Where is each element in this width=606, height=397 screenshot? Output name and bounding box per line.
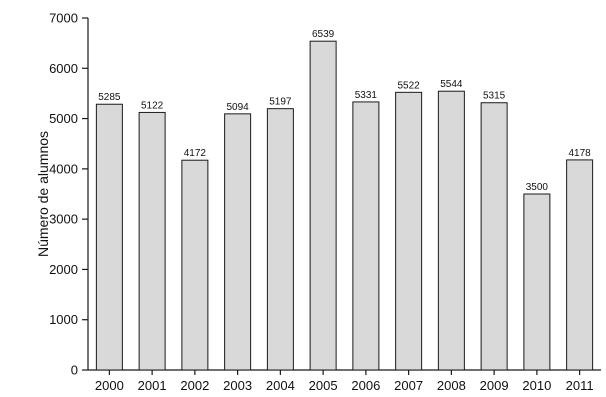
data-label-2002: 4172 <box>184 148 207 159</box>
bar-2009 <box>480 102 508 371</box>
y-tick-label: 2000 <box>49 262 78 277</box>
x-tick-label-2007: 2007 <box>394 378 423 393</box>
x-tick-label-2001: 2001 <box>138 378 167 393</box>
bar-2011 <box>566 159 594 371</box>
x-tick-label-2004: 2004 <box>266 378 295 393</box>
y-tick-label: 4000 <box>49 161 78 176</box>
x-tick-label-2000: 2000 <box>95 378 124 393</box>
data-labels: 5285 5122 4172 5094 5197 6539 5331 5522 5544 5315… <box>98 29 591 193</box>
bar-2000 <box>95 103 123 371</box>
data-label-2010: 3500 <box>526 182 549 193</box>
data-label-2007: 5522 <box>398 80 421 91</box>
data-label-2011: 4178 <box>569 148 592 159</box>
bar-2008 <box>437 90 465 371</box>
x-tick-label-2009: 2009 <box>480 378 509 393</box>
x-tick-label-2002: 2002 <box>180 378 209 393</box>
data-label-2003: 5094 <box>227 102 250 113</box>
bar-2003 <box>224 113 252 371</box>
data-label-2009: 5315 <box>483 91 506 102</box>
bar-2006 <box>352 101 380 371</box>
y-tick-label: 1000 <box>49 312 78 327</box>
bar-2007 <box>395 91 423 371</box>
y-tick-label: 3000 <box>49 212 78 227</box>
x-tick-label-2010: 2010 <box>522 378 551 393</box>
data-label-2006: 5331 <box>355 90 378 101</box>
data-label-2000: 5285 <box>98 92 121 103</box>
y-tick-label: 5000 <box>49 111 78 126</box>
bar-2001 <box>138 111 166 371</box>
y-axis-title: Número de alumnos <box>35 131 51 257</box>
data-label-2008: 5544 <box>440 79 463 90</box>
x-tick-label-2011: 2011 <box>566 378 594 393</box>
x-tick-label-2003: 2003 <box>223 378 252 393</box>
bar-2010 <box>523 193 551 371</box>
x-axis: 2000 2001 2002 2003 2004 2005 2006 2007 2008 2009… <box>88 369 601 393</box>
data-label-2001: 5122 <box>141 100 164 111</box>
x-tick-label-2005: 2005 <box>309 378 338 393</box>
x-tick-label-2008: 2008 <box>437 378 466 393</box>
bars <box>95 40 594 371</box>
y-tick-label: 7000 <box>49 11 78 26</box>
bar-2005 <box>309 40 337 371</box>
data-label-2005: 6539 <box>312 29 335 40</box>
bar-2004 <box>266 108 294 371</box>
y-tick-label: 0 <box>71 363 78 378</box>
y-axis: 0 1000 2000 3000 4000 5000 6000 7000 <box>49 11 89 378</box>
data-label-2004: 5197 <box>269 97 292 108</box>
x-tick-label-2006: 2006 <box>351 378 380 393</box>
y-tick-label: 6000 <box>49 61 78 76</box>
bar-2002 <box>181 159 209 371</box>
